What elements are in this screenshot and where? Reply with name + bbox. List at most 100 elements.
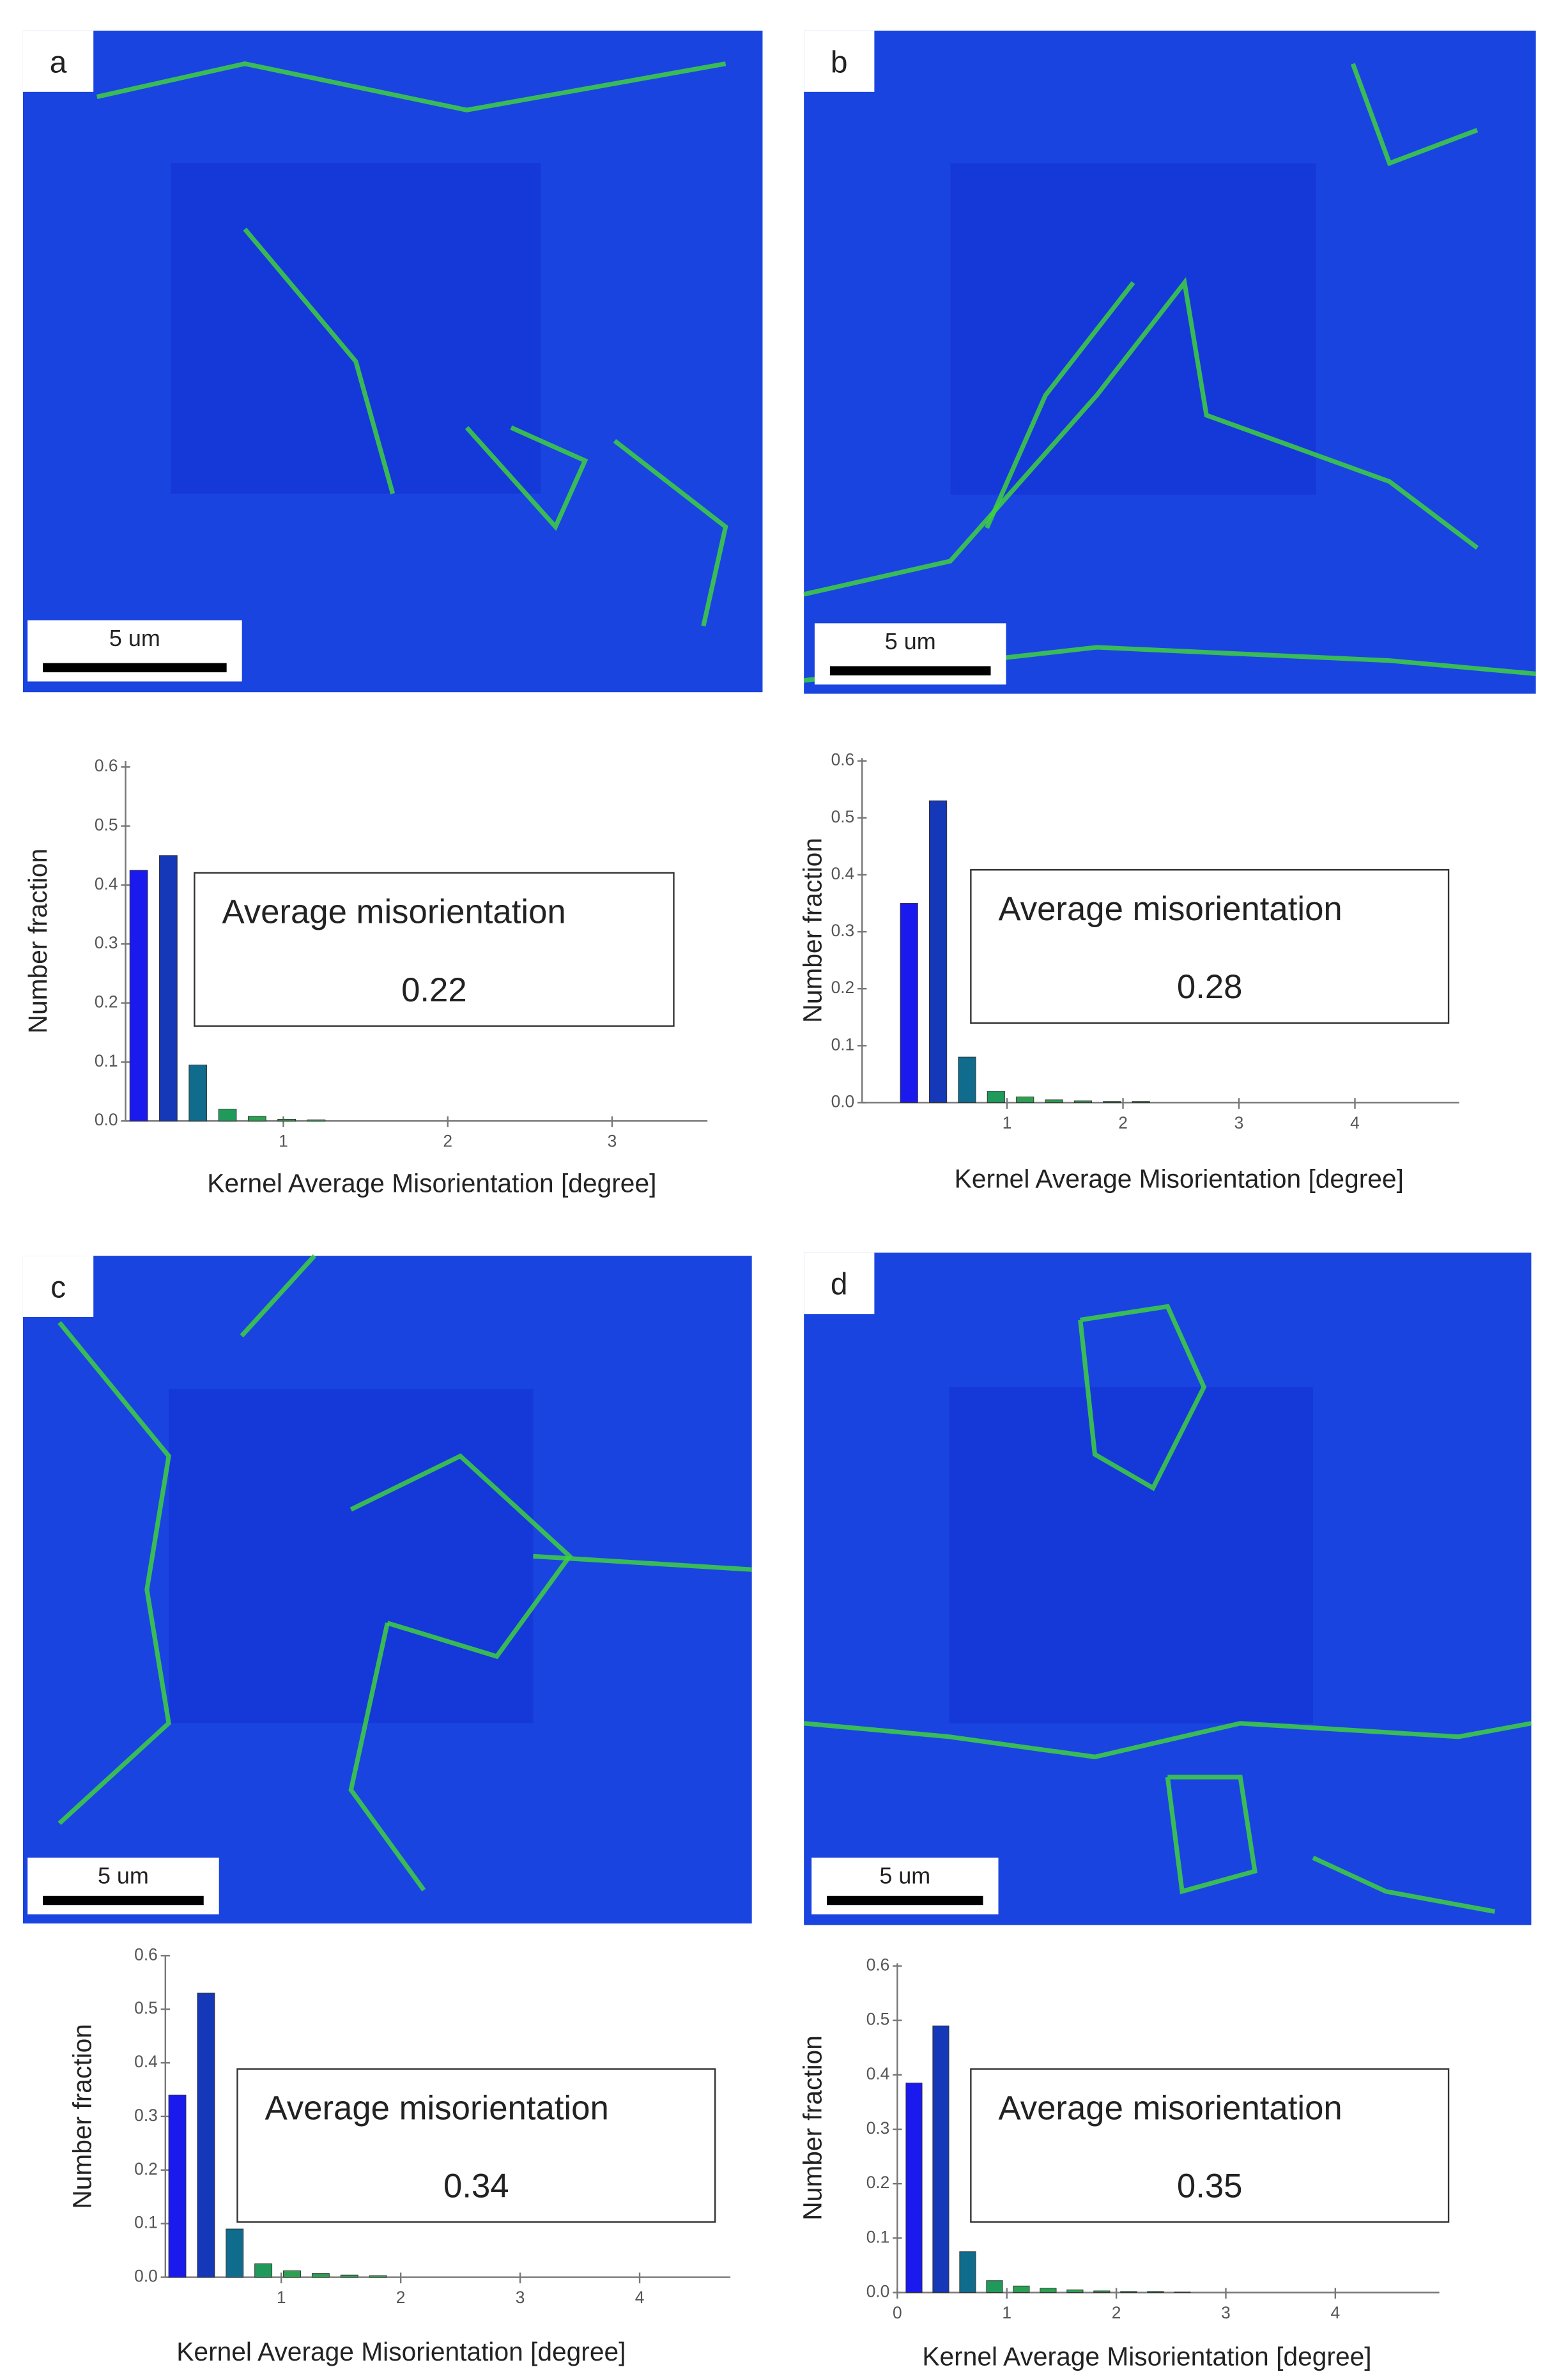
x-tick-label: 3 xyxy=(1221,2303,1231,2322)
scale-bar-label: 5 um xyxy=(98,1863,149,1889)
kam-map-shade xyxy=(169,1389,534,1723)
y-tick-label: 0.5 xyxy=(866,2010,890,2029)
annotation-title: Average misorientation xyxy=(222,893,565,931)
scale-bar-label: 5 um xyxy=(885,628,936,654)
bar xyxy=(1066,2289,1084,2293)
x-tick-label: 3 xyxy=(1234,1113,1244,1132)
grain-boundary xyxy=(1078,1304,1207,1491)
bar xyxy=(1093,2290,1111,2293)
y-tick-label: 0.4 xyxy=(95,874,118,893)
scale-bar-label: 5 um xyxy=(109,625,160,651)
bar xyxy=(900,903,918,1103)
y-tick-label: 0.3 xyxy=(134,2106,158,2125)
scale-bar-label: 5 um xyxy=(879,1863,930,1889)
grain-boundary xyxy=(1312,1855,1496,1914)
x-tick-label: 2 xyxy=(1118,1113,1128,1132)
y-tick-label: 0.4 xyxy=(134,2052,158,2071)
bar xyxy=(1045,1099,1063,1103)
panel: c 5 um 0.0 0.1 0.2 0.3 0.4 0.5 0.6 1 2 3 4 Number fra… xyxy=(22,1254,752,2366)
x-tick-label: 3 xyxy=(608,1132,617,1151)
x-tick-label: 4 xyxy=(635,2288,645,2307)
bar xyxy=(1073,1100,1093,1103)
bar xyxy=(987,1091,1005,1103)
bar xyxy=(188,1065,208,1121)
panel-label: b xyxy=(831,45,848,79)
bar xyxy=(1016,1097,1034,1103)
x-axis-title: Kernel Average Misorientation [degree] xyxy=(176,2337,626,2366)
panel-label: c xyxy=(50,1270,66,1304)
x-tick-label: 2 xyxy=(443,1132,452,1151)
y-tick-label: 0.6 xyxy=(831,750,855,769)
bar xyxy=(959,2251,976,2293)
bar xyxy=(1040,2288,1057,2293)
bar xyxy=(905,2083,923,2293)
y-tick-label: 0.1 xyxy=(134,2213,158,2232)
y-axis-title: Number fraction xyxy=(798,838,827,1023)
bar xyxy=(168,2094,187,2278)
annotation-title: Average misorientation xyxy=(999,2089,1342,2127)
y-tick-label: 0.0 xyxy=(134,2267,158,2286)
bar xyxy=(277,1118,296,1121)
grain-boundary xyxy=(803,277,1479,597)
bar xyxy=(311,2273,330,2278)
bar xyxy=(129,870,148,1121)
panel: d 5 um 0.0 0.1 0.2 0.3 0.4 0.5 0.6 0 1 2 3 4 Number fr… xyxy=(798,1253,1532,2371)
y-tick-label: 0.6 xyxy=(95,756,118,775)
bar xyxy=(932,2025,949,2293)
x-axis-title: Kernel Average Misorientation [degree] xyxy=(207,1169,656,1198)
y-tick-label: 0.2 xyxy=(831,978,855,997)
panel-label-bg xyxy=(22,1256,94,1317)
bar xyxy=(159,855,178,1121)
x-tick-label: 4 xyxy=(1331,2303,1341,2322)
annotation-value: 0.28 xyxy=(1177,968,1243,1006)
grain-boundary xyxy=(803,1721,1532,1759)
y-tick-label: 0.2 xyxy=(134,2159,158,2178)
x-tick-label: 4 xyxy=(1350,1113,1360,1132)
x-tick-label: 3 xyxy=(516,2288,525,2307)
x-tick-label: 1 xyxy=(279,1132,288,1151)
y-tick-label: 0.6 xyxy=(134,1945,158,1964)
annotation-box xyxy=(194,872,675,1027)
annotation-value: 0.34 xyxy=(443,2167,509,2205)
y-tick-label: 0.4 xyxy=(831,864,855,883)
x-tick-label: 0 xyxy=(893,2303,902,2322)
grain-boundary xyxy=(533,1553,752,1572)
x-tick-label: 2 xyxy=(396,2288,406,2307)
bar xyxy=(247,1116,266,1121)
kam-map-shade xyxy=(949,1387,1313,1723)
grain-boundary xyxy=(613,438,728,627)
y-tick-label: 0.5 xyxy=(134,1998,158,2017)
y-axis-title: Number fraction xyxy=(68,2024,97,2209)
panel-label-bg xyxy=(22,30,94,92)
y-tick-label: 0.0 xyxy=(831,1091,855,1111)
panel: a 5 um 0.0 0.1 0.2 0.3 0.4 0.5 0.6 1 2 3 Number frac… xyxy=(22,30,763,1198)
annotation-box xyxy=(236,2068,716,2223)
panel-label: d xyxy=(831,1268,848,1302)
bar xyxy=(218,1109,237,1121)
annotation-box xyxy=(970,2068,1450,2223)
grain-boundary xyxy=(240,1254,316,1337)
bar xyxy=(928,800,948,1103)
panel-label: a xyxy=(50,45,67,79)
y-tick-label: 0.2 xyxy=(866,2173,890,2192)
y-tick-label: 0.3 xyxy=(95,933,118,952)
y-tick-label: 0.1 xyxy=(95,1051,118,1070)
y-tick-label: 0.5 xyxy=(95,815,118,835)
y-tick-label: 0.0 xyxy=(866,2281,890,2301)
y-tick-label: 0.3 xyxy=(831,921,855,940)
y-tick-label: 0.1 xyxy=(831,1035,855,1054)
grain-boundary xyxy=(96,61,726,112)
bar xyxy=(986,2280,1003,2293)
bar xyxy=(254,2263,273,2278)
bar xyxy=(283,2270,301,2278)
y-tick-label: 0.4 xyxy=(866,2064,890,2083)
y-tick-label: 0.2 xyxy=(95,992,118,1012)
y-tick-label: 0.1 xyxy=(866,2227,890,2246)
grain-boundary xyxy=(1165,1775,1257,1895)
grain-boundary xyxy=(58,1321,171,1825)
scale-bar xyxy=(43,1895,204,1906)
x-tick-label: 1 xyxy=(1003,1113,1012,1132)
grain-boundary xyxy=(465,425,588,531)
x-axis-title: Kernel Average Misorientation [degree] xyxy=(955,1164,1404,1193)
